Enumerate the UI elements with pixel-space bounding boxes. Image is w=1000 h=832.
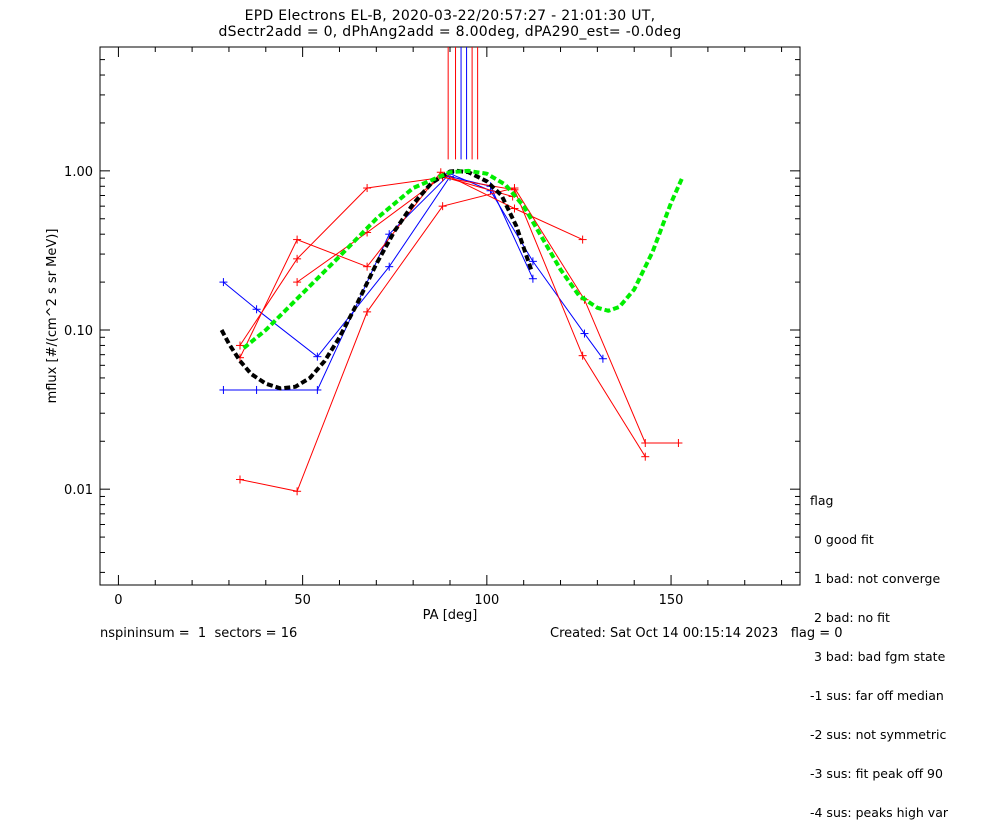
legend-item: 2 bad: no fit: [810, 610, 890, 625]
data-point-marker: [363, 184, 372, 193]
legend-item: 1 bad: not converge: [810, 571, 941, 586]
data-point-marker: [236, 341, 244, 350]
series-line: [239, 171, 583, 358]
plot-area: 0 50 100 150 0.01 0.10 1.00 PA [deg] mflux [#/…: [45, 46, 801, 623]
legend-item: -1 sus: far off median: [810, 688, 944, 703]
chart-subtitle: dSectr2add = 0, dPhAng2add = 8.00deg, dP…: [218, 24, 682, 40]
x-tick-label: 50: [294, 593, 311, 608]
data-point-marker: [674, 439, 683, 448]
data-point-marker: [293, 235, 302, 244]
legend-item: -4 sus: peaks high var: [810, 805, 949, 820]
data-point-marker: [363, 307, 372, 316]
footer-info: nspininsum = 1 sectors = 16: [100, 626, 298, 641]
series-line: [296, 176, 513, 283]
data-point-marker: [293, 254, 302, 263]
data-point-marker: [578, 235, 587, 244]
data-point-marker: [313, 385, 322, 394]
y-tick-label: 0.10: [64, 324, 93, 339]
chart-title: EPD Electrons EL-B, 2020-03-22/20:57:27 …: [244, 8, 656, 24]
data-point-marker: [438, 202, 447, 211]
legend-header: flag: [810, 493, 834, 508]
series-line: [239, 187, 679, 492]
data-point-marker: [641, 452, 650, 461]
x-tick-label: 0: [114, 593, 122, 608]
data-point-marker: [510, 184, 519, 193]
data-point-marker: [293, 487, 302, 496]
fit-curve: [219, 168, 533, 391]
fit-curve: [242, 168, 684, 350]
data-point-marker: [252, 305, 261, 314]
legend-item: 3 bad: bad fgm state: [810, 649, 946, 664]
data-point-marker: [578, 351, 587, 360]
data-point-marker: [293, 278, 302, 287]
data-point-marker: [528, 257, 537, 266]
legend-item: 0 good fit: [810, 532, 874, 547]
x-tick-label: 150: [659, 593, 684, 608]
data-point-marker: [219, 278, 228, 287]
plot-frame: [99, 46, 801, 586]
footer-created: Created: Sat Oct 14 00:15:14 2023 flag =…: [550, 626, 843, 641]
data-point-marker: [598, 354, 607, 363]
data-point-marker: [528, 274, 537, 283]
data-point-marker: [219, 385, 228, 394]
data-point-marker: [385, 262, 394, 271]
x-tick-label: 100: [474, 593, 499, 608]
data-point-marker: [510, 204, 519, 213]
series-line: [239, 176, 646, 457]
data-point-marker: [236, 475, 244, 484]
series-line: [223, 176, 534, 358]
y-tick-label: 1.00: [64, 165, 93, 180]
data-point-marker: [363, 262, 372, 271]
data-point-marker: [313, 352, 322, 361]
data-point-marker: [252, 385, 261, 394]
data-point-marker: [580, 329, 589, 338]
y-axis-label: mflux [#/(cm^2 s sr MeV)]: [45, 229, 60, 404]
flag-legend: flag 0 good fit 1 bad: not converge 2 ba…: [810, 468, 948, 832]
data-point-marker: [641, 439, 650, 448]
x-axis-label: PA [deg]: [423, 608, 478, 623]
legend-item: -2 sus: not symmetric: [810, 727, 947, 742]
y-tick-label: 0.01: [64, 483, 93, 498]
legend-item: -3 sus: fit peak off 90: [810, 766, 943, 781]
